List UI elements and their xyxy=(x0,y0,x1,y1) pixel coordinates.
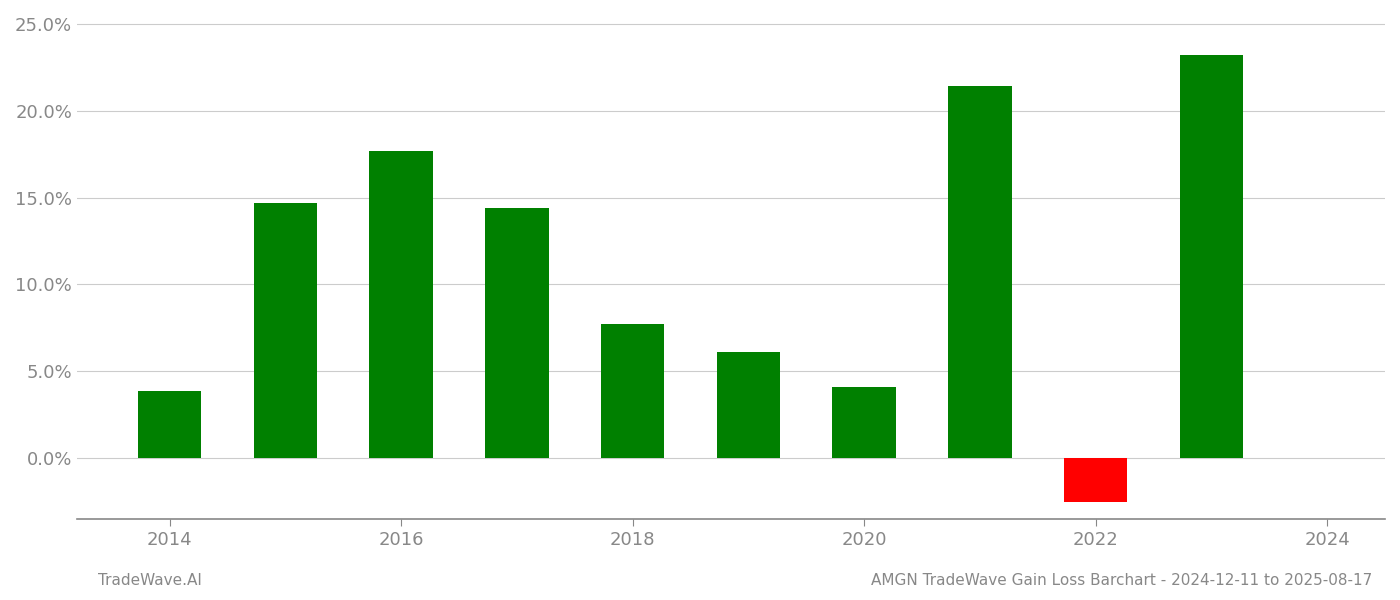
Bar xyxy=(370,151,433,458)
Bar xyxy=(601,325,665,458)
Bar xyxy=(1064,458,1127,502)
Bar xyxy=(832,387,896,458)
Bar xyxy=(1180,55,1243,458)
Bar xyxy=(137,391,202,458)
Bar xyxy=(717,352,780,458)
Bar xyxy=(253,203,318,458)
Text: TradeWave.AI: TradeWave.AI xyxy=(98,573,202,588)
Bar xyxy=(484,208,549,458)
Bar xyxy=(948,86,1012,458)
Text: AMGN TradeWave Gain Loss Barchart - 2024-12-11 to 2025-08-17: AMGN TradeWave Gain Loss Barchart - 2024… xyxy=(871,573,1372,588)
